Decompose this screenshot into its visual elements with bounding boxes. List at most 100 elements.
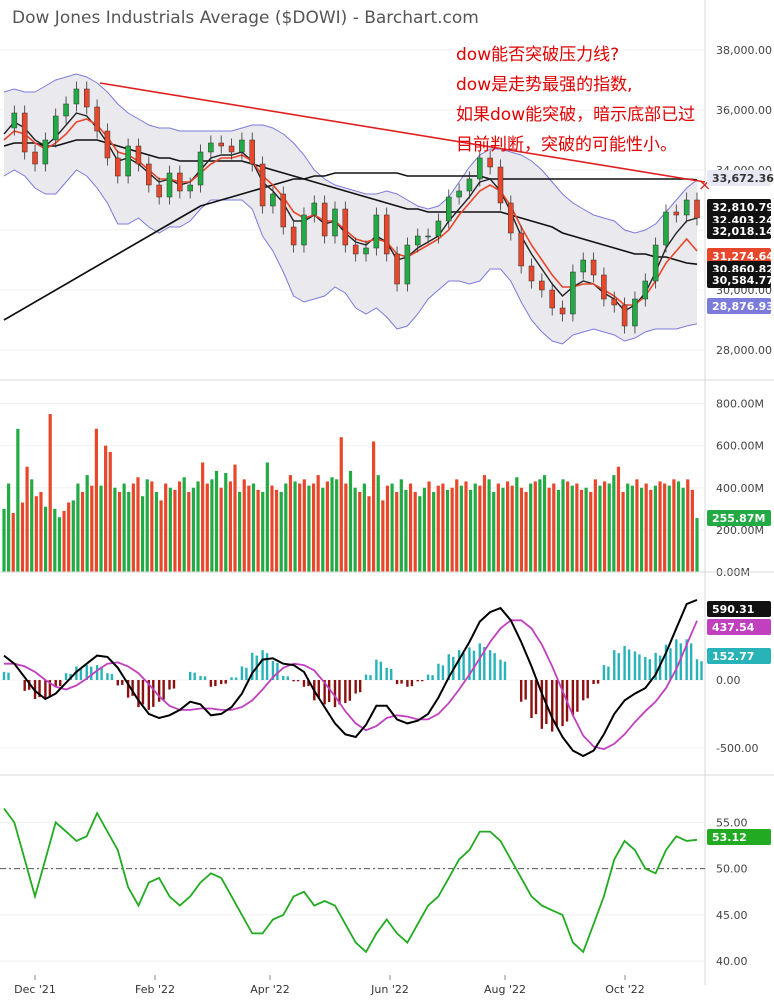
volume-bar [644, 483, 648, 572]
candle-body [383, 214, 390, 255]
macd-histogram-bar [555, 680, 558, 727]
volume-bar [367, 496, 371, 572]
volume-bar [168, 487, 172, 572]
macd-histogram-bar [172, 680, 176, 689]
volume-bar [418, 496, 422, 572]
macd-histogram-bar [126, 680, 130, 698]
macd-histogram-bar [338, 680, 341, 705]
macd-histogram-bar [447, 654, 450, 680]
macd-histogram-bar [59, 680, 62, 687]
macd-histogram-bar [100, 666, 103, 680]
volume-bar [117, 491, 122, 572]
price-tag-label: 33,672.36 [712, 172, 774, 185]
rsi-line [3, 807, 698, 954]
volume-bar [201, 462, 205, 572]
volume-bar [274, 489, 279, 572]
volume-bar [224, 473, 228, 572]
volume-bar [667, 485, 671, 572]
volume-bar [542, 475, 547, 572]
macd-histogram-bar [95, 665, 99, 680]
macd-histogram-bar [203, 676, 207, 680]
volume-bar [566, 481, 570, 572]
bollinger-band-fill [4, 74, 697, 344]
candle-body [673, 211, 680, 216]
volume-bar [182, 477, 186, 572]
macd-value-tag-box [707, 601, 771, 617]
volume-bar [616, 466, 621, 572]
volume-bar [284, 483, 288, 572]
candle-body [239, 139, 245, 153]
volume-bar [261, 491, 265, 572]
candle-body [218, 142, 224, 147]
macd-histogram-bar [679, 643, 683, 680]
macd-histogram-bar [251, 652, 254, 680]
volume-bar [455, 479, 459, 572]
volume-bar [376, 475, 380, 572]
macd-histogram-bar [348, 680, 352, 701]
price-tag-box [707, 272, 771, 288]
volume-bar [478, 485, 482, 572]
annotation-note: dow能否突破压力线? dow是走势最强的指数, 如果dow能突破，暗示底部已过… [456, 40, 695, 160]
candle-body [301, 214, 307, 246]
candle-body [632, 298, 638, 327]
macd-histogram-bar [519, 680, 523, 702]
volume-bar [529, 483, 533, 572]
volume-bar [505, 481, 510, 572]
volume-bar [344, 483, 348, 572]
volume-bar [145, 479, 149, 572]
volume-bar [695, 518, 699, 572]
volume-bar [533, 481, 537, 572]
macd-histogram-bar [214, 680, 217, 687]
volume-bar [113, 487, 117, 572]
macd-histogram-bar [664, 644, 668, 680]
macd-histogram-bar [685, 639, 688, 680]
x-tick-label: Oct '22 [605, 983, 645, 996]
macd-histogram-bar [410, 680, 414, 687]
volume-bar [90, 485, 94, 572]
macd-histogram-bar [530, 680, 533, 718]
volume-bar [427, 481, 431, 572]
macd-histogram-bar [110, 673, 114, 680]
price-tag-box [707, 223, 771, 239]
volume-bar [20, 502, 25, 572]
volume-bar [575, 483, 579, 572]
macd-histogram-bar [499, 659, 502, 680]
volume-bar [43, 506, 48, 572]
macd-histogram-bar [524, 680, 527, 700]
volume-bar [293, 481, 297, 572]
candle-body [52, 115, 59, 141]
volume-bar [519, 487, 524, 572]
volume-tag-label: 255.87M [712, 512, 765, 525]
macd-histogram-bar [276, 662, 279, 680]
x-tick-label: Jun '22 [370, 983, 409, 996]
candle-body [83, 88, 90, 108]
macd-histogram-bar [131, 680, 134, 696]
volume-bar [191, 487, 196, 572]
macd-histogram-bar [209, 680, 213, 687]
volume-bar [653, 485, 658, 572]
volume-bar [330, 477, 334, 572]
volume-bar [552, 483, 556, 572]
macd-histogram-bar [457, 650, 461, 680]
candle-body [621, 304, 628, 327]
candle-body [518, 232, 524, 267]
macd-histogram-bar [85, 665, 88, 680]
candle-body [477, 157, 483, 180]
annotation-line: 如果dow能突破，暗示底部已过 [456, 105, 696, 125]
volume-bar [288, 475, 293, 572]
macd-histogram-bar [116, 680, 119, 686]
price-tag-box [707, 170, 771, 186]
candle-body [42, 139, 49, 165]
volume-bar [399, 479, 403, 572]
macd-histogram-bar [199, 675, 202, 680]
volume-bar [11, 513, 15, 572]
volume-bar [381, 500, 385, 572]
volume-bar [348, 470, 353, 572]
chart-title: Dow Jones Industrials Average ($DOWI) - … [12, 8, 479, 28]
macd-histogram-bar [390, 669, 393, 680]
volume-bar [547, 487, 551, 572]
macd-histogram-bar [333, 680, 337, 708]
volume-bar [122, 483, 126, 572]
volume-bar [408, 483, 413, 572]
volume-bar [150, 481, 154, 572]
